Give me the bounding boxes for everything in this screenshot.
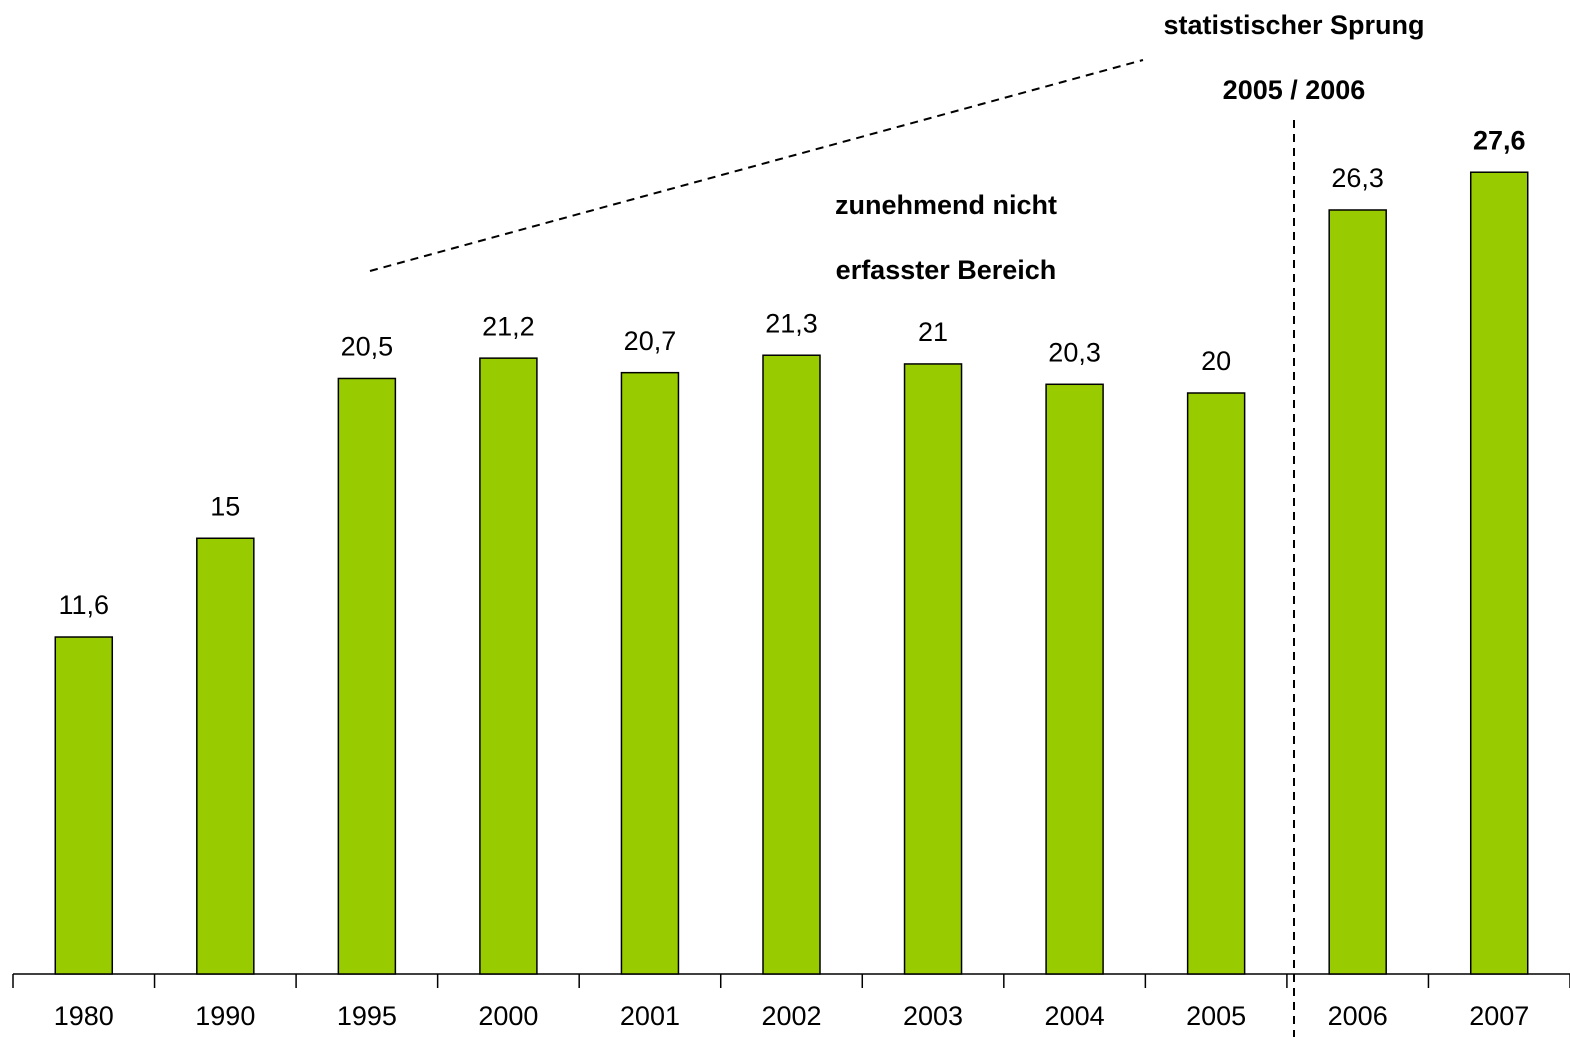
value-label: 11,6	[58, 590, 109, 620]
value-label: 21,3	[765, 308, 818, 338]
annotation: statistischer Sprung	[1163, 10, 1424, 40]
bar	[54, 636, 114, 975]
x-tick-label: 2000	[478, 1001, 538, 1031]
value-label: 20,3	[1048, 337, 1101, 367]
bar	[1186, 392, 1246, 975]
value-label: 15	[210, 491, 240, 521]
x-tick-label: 2006	[1328, 1001, 1388, 1031]
x-tick-label: 2005	[1186, 1001, 1246, 1031]
value-label: 20,5	[341, 332, 394, 362]
bar	[337, 377, 397, 975]
x-tick-label: 2002	[761, 1001, 821, 1031]
x-tick-label: 1980	[54, 1001, 114, 1031]
x-tick-label: 1995	[337, 1001, 397, 1031]
annotation: erfasster Bereich	[836, 255, 1057, 285]
x-tick-label: 2003	[903, 1001, 963, 1031]
bar	[762, 354, 821, 975]
x-tick-label: 2004	[1045, 1001, 1105, 1031]
bar	[903, 363, 963, 975]
value-label: 21	[918, 317, 948, 347]
bar	[620, 371, 680, 975]
annotation: zunehmend nicht	[835, 190, 1057, 220]
bar	[1469, 171, 1529, 975]
bar	[1328, 209, 1387, 975]
value-label: 21,2	[482, 311, 535, 341]
trend-line	[369, 59, 1144, 272]
value-label: 20	[1201, 346, 1231, 376]
bar	[479, 357, 538, 975]
x-tick-label: 2001	[620, 1001, 680, 1031]
x-tick-label: 2007	[1469, 1001, 1529, 1031]
value-label: 27,6	[1473, 125, 1526, 155]
bar	[1045, 383, 1104, 975]
bar	[196, 537, 255, 975]
value-label: 20,7	[624, 326, 677, 356]
annotation: 2005 / 2006	[1223, 75, 1366, 105]
value-label: 26,3	[1331, 163, 1384, 193]
x-tick-label: 1990	[195, 1001, 255, 1031]
